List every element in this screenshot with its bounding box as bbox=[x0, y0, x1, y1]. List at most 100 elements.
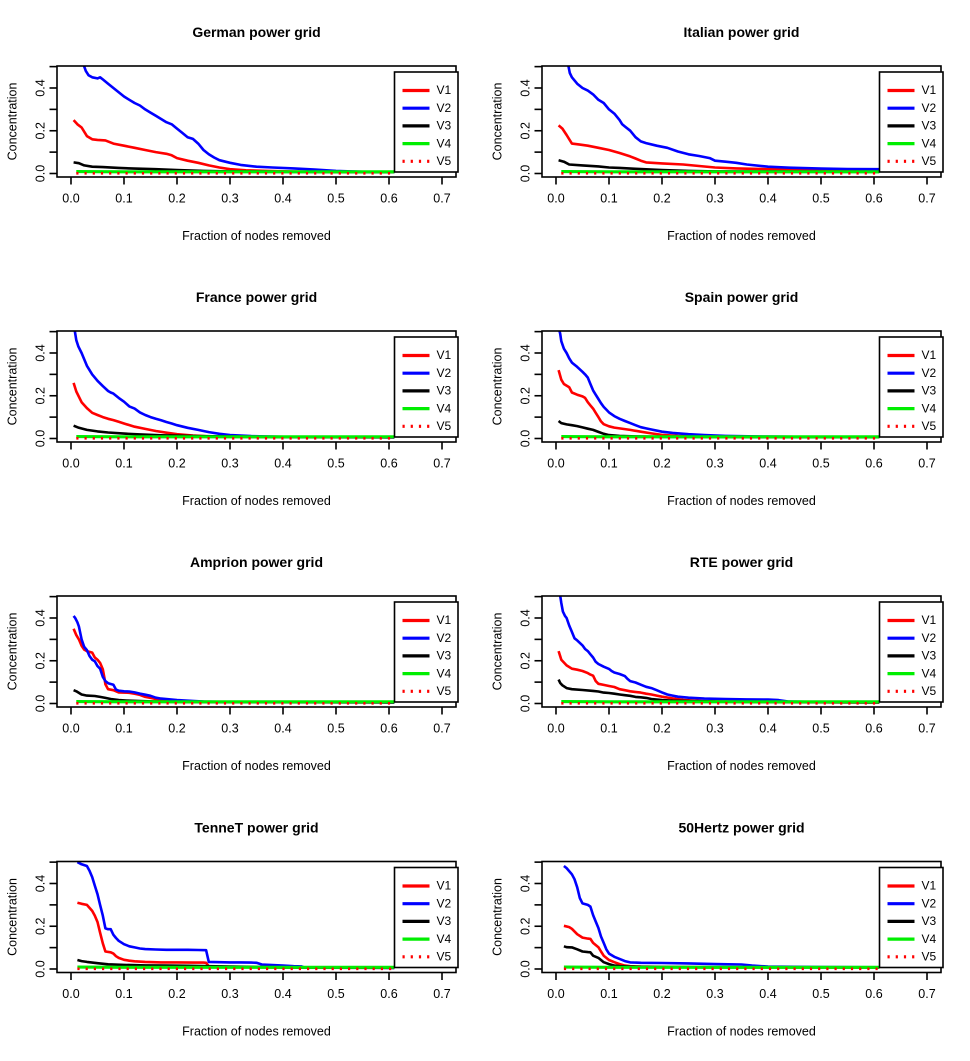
x-tick-label: 0.1 bbox=[600, 987, 617, 1001]
series-V2-line bbox=[563, 864, 880, 969]
x-tick-label: 0.3 bbox=[221, 987, 238, 1001]
y-tick-label: 0.2 bbox=[518, 918, 532, 935]
x-tick-label: 0.0 bbox=[547, 192, 564, 206]
legend-box bbox=[393, 71, 459, 173]
legend-label-V2: V2 bbox=[437, 366, 452, 380]
x-tick-label: 0.1 bbox=[115, 722, 132, 736]
legend-label-V4: V4 bbox=[922, 136, 937, 150]
x-tick-label: 0.3 bbox=[221, 192, 238, 206]
y-tick-label: 0.4 bbox=[33, 875, 47, 892]
x-tick-label: 0.2 bbox=[168, 457, 185, 471]
x-axis-title: Fraction of nodes removed bbox=[667, 759, 816, 773]
plot-tennet-power-grid: 0.0 0.1 0.2 0.3 0.4 0.5 0.6 0.70.00.20.4 V1V2V3V… bbox=[5, 820, 459, 1039]
x-tick-label: 0.3 bbox=[706, 722, 723, 736]
legend-label-V1: V1 bbox=[922, 83, 937, 97]
series-V1-line bbox=[563, 924, 880, 969]
series-V1-line bbox=[557, 124, 880, 172]
legend-label-V1: V1 bbox=[922, 879, 937, 893]
x-tick-label: 0.5 bbox=[812, 987, 829, 1001]
legend-label-V4: V4 bbox=[437, 932, 452, 946]
plot-italian-power-grid: 0.0 0.1 0.2 0.3 0.4 0.5 0.6 0.70.00.20.4 V1V2V3V… bbox=[490, 24, 944, 243]
x-axis-title: Fraction of nodes removed bbox=[182, 759, 331, 773]
y-tick-label: 0.2 bbox=[33, 918, 47, 935]
legend-label-V3: V3 bbox=[437, 649, 452, 663]
legend-label-V3: V3 bbox=[437, 384, 452, 398]
legend-box bbox=[393, 601, 459, 703]
x-tick-label: 0.5 bbox=[327, 987, 344, 1001]
x-tick-label: 0.1 bbox=[115, 987, 132, 1001]
x-tick-label: 0.7 bbox=[433, 457, 450, 471]
legend-label-V2: V2 bbox=[437, 631, 452, 645]
legend-label-V4: V4 bbox=[922, 666, 937, 680]
x-tick-label: 0.4 bbox=[759, 192, 776, 206]
legend-label-V1: V1 bbox=[437, 879, 452, 893]
x-tick-label: 0.0 bbox=[62, 192, 79, 206]
legend-label-V2: V2 bbox=[922, 366, 937, 380]
series-V2-line bbox=[82, 66, 395, 174]
x-tick-label: 0.0 bbox=[62, 457, 79, 471]
legend: V1 V2 V3 V4 V5 bbox=[393, 71, 459, 173]
y-axis-title: Concentration bbox=[5, 348, 19, 426]
legend-label-V4: V4 bbox=[922, 401, 937, 415]
legend-label-V4: V4 bbox=[922, 932, 937, 946]
x-tick-label: 0.6 bbox=[865, 722, 882, 736]
legend-label-V5: V5 bbox=[437, 684, 452, 698]
legend-label-V2: V2 bbox=[437, 896, 452, 910]
y-tick-label: 0.4 bbox=[33, 344, 47, 361]
legend-label-V5: V5 bbox=[437, 419, 452, 433]
x-tick-label: 0.7 bbox=[918, 457, 935, 471]
x-tick-label: 0.1 bbox=[600, 192, 617, 206]
legend-box bbox=[878, 601, 944, 703]
legend-label-V3: V3 bbox=[922, 384, 937, 398]
y-tick-label: 0.4 bbox=[518, 79, 532, 96]
legend-label-V2: V2 bbox=[437, 101, 452, 115]
x-tick-label: 0.3 bbox=[706, 457, 723, 471]
x-tick-label: 0.4 bbox=[759, 987, 776, 1001]
x-tick-label: 0.5 bbox=[812, 722, 829, 736]
chart-title: German power grid bbox=[192, 24, 320, 40]
x-tick-label: 0.1 bbox=[600, 722, 617, 736]
x-tick-label: 0.4 bbox=[759, 722, 776, 736]
x-tick-label: 0.0 bbox=[547, 722, 564, 736]
chart-panel-italian-power-grid: 0.0 0.1 0.2 0.3 0.4 0.5 0.6 0.7 0.0 0.2 0.4 V1 V2 V3 V… bbox=[485, 0, 970, 265]
legend-label-V3: V3 bbox=[437, 119, 452, 133]
y-tick-label: 0.4 bbox=[518, 344, 532, 361]
legend: V1 V2 V3 V4 V5 bbox=[878, 601, 944, 703]
x-tick-label: 0.6 bbox=[380, 722, 397, 736]
legend-label-V2: V2 bbox=[922, 101, 937, 115]
x-tick-label: 0.7 bbox=[433, 987, 450, 1001]
chart-title: Amprion power grid bbox=[190, 554, 323, 570]
x-tick-label: 0.7 bbox=[433, 722, 450, 736]
chart-panel-spain-power-grid: 0.0 0.1 0.2 0.3 0.4 0.5 0.6 0.7 0.0 0.2 0.4 V1 V2 V3 V… bbox=[485, 265, 970, 530]
series-V2-line bbox=[76, 861, 395, 970]
y-tick-label: 0.0 bbox=[33, 695, 47, 712]
x-tick-label: 0.3 bbox=[221, 722, 238, 736]
x-tick-label: 0.1 bbox=[115, 192, 132, 206]
y-axis-title: Concentration bbox=[490, 348, 504, 426]
x-axis-title: Fraction of nodes removed bbox=[667, 1025, 816, 1039]
chart-title: Spain power grid bbox=[685, 289, 799, 305]
x-tick-label: 0.5 bbox=[327, 722, 344, 736]
y-axis-title: Concentration bbox=[5, 878, 19, 956]
legend-label-V5: V5 bbox=[437, 949, 452, 963]
chart-title: France power grid bbox=[196, 289, 317, 305]
y-tick-label: 0.0 bbox=[518, 695, 532, 712]
legend: V1 V2 V3 V4 V5 bbox=[878, 336, 944, 438]
legend-label-V2: V2 bbox=[922, 631, 937, 645]
legend-label-V5: V5 bbox=[922, 949, 937, 963]
y-tick-label: 0.4 bbox=[518, 875, 532, 892]
x-tick-label: 0.6 bbox=[380, 457, 397, 471]
y-tick-label: 0.2 bbox=[518, 122, 532, 139]
x-tick-label: 0.5 bbox=[327, 192, 344, 206]
series-V1-line bbox=[77, 901, 395, 970]
x-tick-label: 0.6 bbox=[380, 987, 397, 1001]
x-tick-label: 0.5 bbox=[812, 192, 829, 206]
legend-label-V5: V5 bbox=[922, 684, 937, 698]
legend-box bbox=[393, 336, 459, 438]
legend: V1 V2 V3 V4 V5 bbox=[878, 866, 944, 969]
legend-label-V2: V2 bbox=[922, 896, 937, 910]
chart-title: TenneT power grid bbox=[194, 820, 318, 836]
chart-panel-rte-power-grid: 0.0 0.1 0.2 0.3 0.4 0.5 0.6 0.7 0.0 0.2 0.4 V1 V2 V3 V… bbox=[485, 530, 970, 795]
legend-label-V3: V3 bbox=[922, 119, 937, 133]
